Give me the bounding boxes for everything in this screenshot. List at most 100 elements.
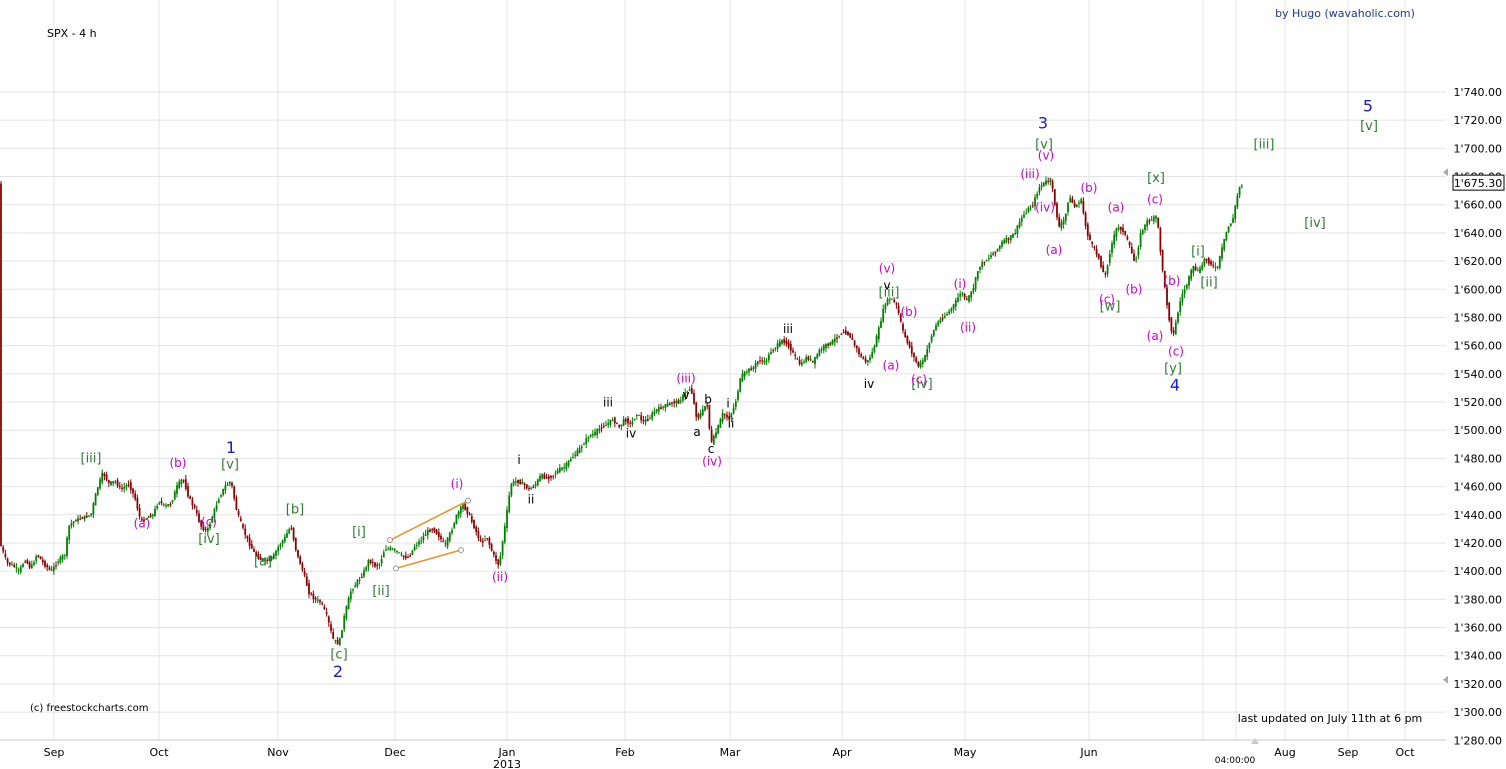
candle-body — [840, 333, 843, 335]
candle-body — [422, 536, 425, 541]
candle-body — [682, 394, 684, 401]
candle-body — [200, 520, 203, 527]
y-tick-label: 1'620.00 — [1453, 255, 1502, 268]
candle-body — [118, 486, 121, 488]
candle-body — [503, 525, 506, 542]
x-tick-label: Sep — [44, 746, 65, 759]
candle-body — [138, 508, 141, 517]
candle-body — [55, 565, 57, 567]
candle-body — [827, 343, 830, 346]
candle-body — [613, 417, 616, 424]
candle-body — [292, 527, 295, 540]
wave-label: iv — [864, 377, 874, 391]
candle-body — [1104, 273, 1107, 275]
candle-body — [541, 474, 544, 479]
candle-body — [902, 324, 904, 331]
candle-body — [184, 479, 187, 490]
candle-body — [446, 537, 449, 547]
candle-body — [1199, 268, 1201, 273]
candle-body — [1093, 246, 1096, 249]
candle-body — [1225, 231, 1228, 241]
candle-body — [413, 546, 416, 551]
candle-body — [1100, 256, 1102, 267]
candle-body — [787, 341, 790, 347]
wave-label: [iii] — [81, 452, 102, 467]
wave-label: [ii] — [1200, 275, 1217, 290]
candle-body — [176, 485, 178, 494]
candle-body — [706, 404, 709, 407]
wave-label: [iii] — [1254, 137, 1275, 152]
candle-body — [776, 343, 779, 349]
candle-body — [807, 356, 810, 360]
candle-body — [404, 555, 407, 559]
candle-body — [22, 564, 24, 567]
candle-body — [266, 559, 269, 561]
candle-body — [1216, 266, 1219, 268]
y-tick-label: 1'660.00 — [1453, 199, 1502, 212]
candle-body — [631, 421, 634, 425]
candle-body — [147, 516, 150, 518]
candle-body — [470, 516, 473, 522]
candle-body — [1069, 197, 1072, 203]
candle-body — [693, 392, 695, 404]
candle-body — [618, 424, 621, 428]
candle-body — [525, 484, 528, 489]
candle-body — [965, 298, 968, 300]
candle-body — [123, 486, 126, 489]
candle-body — [299, 556, 302, 565]
candle-body — [11, 564, 13, 566]
candle-body — [6, 558, 9, 563]
candle-body — [994, 251, 997, 253]
candle-body — [589, 434, 592, 437]
candle-body — [501, 541, 504, 556]
candle-body — [63, 555, 66, 557]
candle-body — [952, 304, 955, 310]
symbol-label: SPX - 4 h — [47, 27, 97, 40]
candle-body — [330, 624, 332, 631]
candle-body — [1009, 235, 1012, 241]
candle-body — [343, 616, 346, 630]
candle-body — [402, 555, 405, 558]
x-tick-label: Apr — [832, 746, 852, 759]
candle-body — [794, 354, 797, 356]
candle-body — [228, 481, 231, 485]
candle-body — [1106, 265, 1109, 274]
candle-body — [393, 549, 396, 551]
candle-body — [1203, 258, 1206, 266]
candle-body — [721, 413, 724, 422]
candle-body — [1146, 220, 1149, 227]
x-tick-label: Aug — [1274, 746, 1295, 759]
candle-body — [800, 362, 803, 366]
candle-body — [415, 545, 418, 547]
candle-body — [261, 558, 264, 561]
candle-body — [583, 444, 585, 446]
candle-body — [756, 361, 759, 365]
candle-body — [1192, 265, 1195, 273]
candle-body — [189, 496, 192, 499]
candle-body — [145, 518, 148, 520]
candle-body — [928, 343, 931, 349]
candle-body — [0, 183, 2, 547]
y-tick-label: 1'360.00 — [1453, 622, 1502, 635]
candle-body — [378, 564, 381, 566]
candle-body — [1168, 302, 1171, 321]
wave-label: (a) — [1147, 329, 1164, 343]
wave-label: iv — [626, 426, 636, 440]
candle-body — [880, 321, 882, 328]
candle-body — [376, 564, 379, 567]
y-tick-label: 1'600.00 — [1453, 283, 1502, 296]
candle-body — [1058, 216, 1061, 227]
x-year-label: 2013 — [493, 758, 521, 769]
candle-body — [429, 529, 431, 532]
candle-body — [213, 509, 216, 519]
candle-body — [1073, 202, 1076, 207]
candle-body — [290, 528, 293, 530]
candle-body — [803, 361, 805, 364]
candle-body — [1018, 221, 1021, 228]
candle-body — [94, 493, 97, 506]
wave-label: (b) — [1126, 282, 1143, 296]
candle-body — [1214, 266, 1217, 268]
wave-label: iii — [603, 395, 613, 409]
candle-body — [897, 305, 900, 314]
